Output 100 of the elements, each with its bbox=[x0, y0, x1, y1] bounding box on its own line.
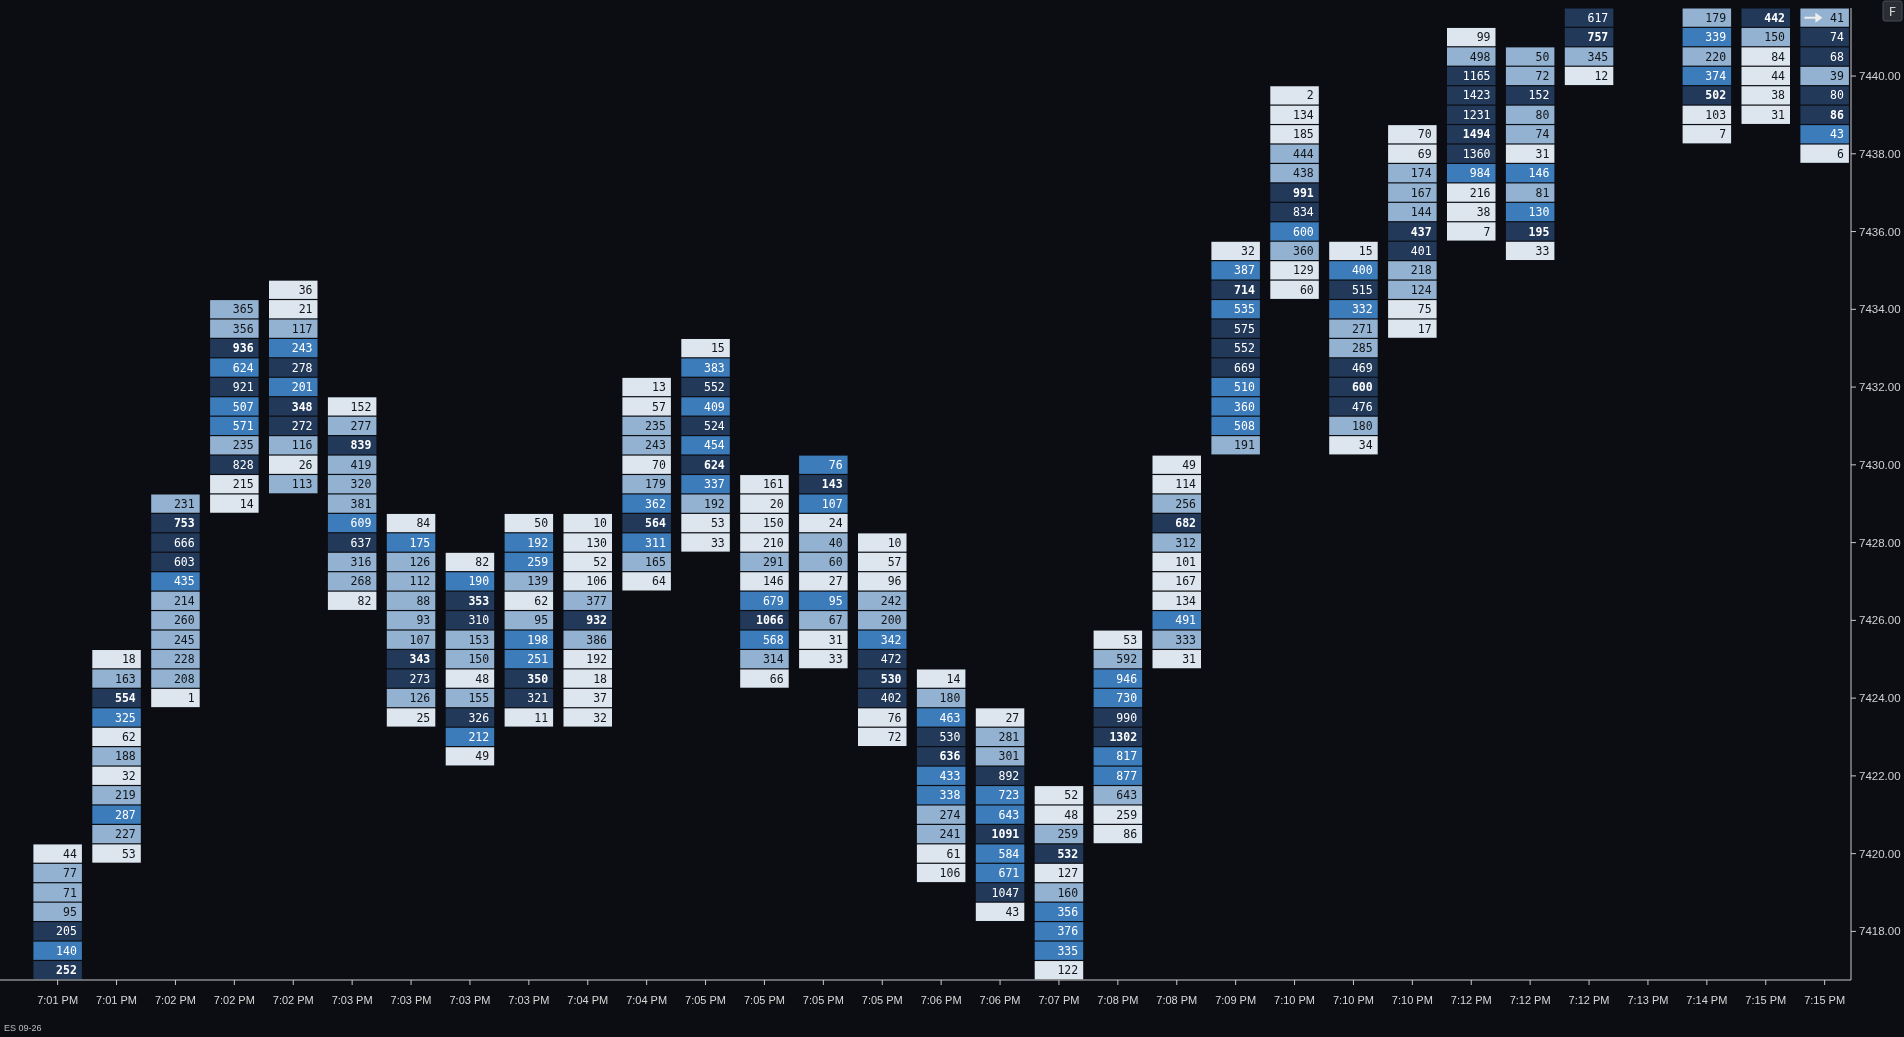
data-label: 62 bbox=[121, 730, 136, 744]
data-label: 57 bbox=[652, 399, 666, 414]
data-label: 24 bbox=[828, 516, 843, 531]
data-label: 117 bbox=[291, 321, 313, 336]
data-label: 231 bbox=[173, 496, 195, 511]
data-label: 62 bbox=[534, 593, 549, 608]
data-label: 600 bbox=[1351, 380, 1373, 395]
data-label: 38 bbox=[1771, 88, 1786, 103]
data-label: 114 bbox=[1175, 477, 1197, 492]
data-label: 251 bbox=[527, 652, 549, 667]
data-label: 72 bbox=[1535, 69, 1550, 84]
data-label: 242 bbox=[880, 593, 902, 608]
data-label: 332 bbox=[1351, 302, 1373, 317]
data-label: 84 bbox=[1771, 49, 1786, 64]
data-label: 126 bbox=[409, 555, 431, 570]
data-label: 174 bbox=[1410, 166, 1432, 181]
data-label: 326 bbox=[468, 710, 490, 725]
data-label: 433 bbox=[939, 768, 961, 783]
data-label: 53 bbox=[710, 516, 725, 531]
data-label: 381 bbox=[350, 496, 372, 511]
data-label: 144 bbox=[1410, 205, 1432, 220]
data-label: 671 bbox=[998, 866, 1020, 881]
data-label: 1360 bbox=[1462, 146, 1491, 161]
data-label: 205 bbox=[56, 924, 77, 939]
data-label: 374 bbox=[1705, 69, 1727, 84]
data-label: 70 bbox=[1417, 127, 1432, 142]
data-label: 134 bbox=[1175, 593, 1197, 608]
data-label: 160 bbox=[1057, 885, 1079, 900]
data-label: 190 bbox=[468, 574, 490, 589]
data-label: 839 bbox=[350, 438, 372, 453]
data-label: 643 bbox=[998, 807, 1020, 822]
data-label: 95 bbox=[534, 613, 549, 628]
x-tick-label: 7:10 PM bbox=[1274, 994, 1316, 1006]
x-tick-label: 7:02 PM bbox=[272, 994, 314, 1006]
y-tick-label: 7428.00 bbox=[1859, 536, 1901, 549]
data-label: 7 bbox=[1719, 127, 1727, 142]
data-label: 1066 bbox=[756, 613, 784, 628]
data-label: 191 bbox=[1234, 438, 1255, 453]
x-tick-label: 7:01 PM bbox=[96, 994, 138, 1006]
data-label: 337 bbox=[704, 477, 725, 492]
data-label: 568 bbox=[762, 632, 784, 647]
data-label: 214 bbox=[173, 593, 195, 608]
data-label: 165 bbox=[645, 555, 666, 570]
data-label: 609 bbox=[350, 516, 372, 531]
data-label: 153 bbox=[468, 632, 490, 647]
data-label: 314 bbox=[762, 652, 784, 667]
x-tick-label: 7:12 PM bbox=[1450, 994, 1492, 1006]
data-label: 82 bbox=[475, 555, 490, 570]
y-tick-label: 7440.00 bbox=[1859, 70, 1901, 83]
data-label: 554 bbox=[115, 691, 136, 706]
data-label: 52 bbox=[593, 555, 607, 570]
data-label: 11 bbox=[534, 710, 549, 725]
data-label: 617 bbox=[1587, 10, 1609, 25]
data-label: 877 bbox=[1116, 768, 1138, 783]
x-tick-label: 7:02 PM bbox=[213, 994, 255, 1006]
data-label: 834 bbox=[1293, 205, 1314, 220]
data-label: 502 bbox=[1705, 88, 1727, 103]
data-label: 67 bbox=[828, 613, 843, 628]
data-label: 20 bbox=[769, 496, 784, 511]
data-label: 15 bbox=[1358, 244, 1373, 258]
data-label: 44 bbox=[63, 846, 77, 861]
data-label: 268 bbox=[350, 574, 372, 589]
data-label: 200 bbox=[880, 613, 902, 628]
data-label: 1302 bbox=[1109, 730, 1138, 744]
data-label: 1047 bbox=[991, 885, 1020, 900]
data-label: 1 bbox=[187, 691, 195, 706]
data-label: 437 bbox=[1410, 224, 1432, 239]
data-label: 1091 bbox=[991, 827, 1020, 842]
data-label: 2 bbox=[1306, 88, 1314, 103]
data-label: 37 bbox=[593, 691, 608, 706]
x-tick-label: 7:08 PM bbox=[1156, 994, 1198, 1006]
data-label: 88 bbox=[416, 593, 431, 608]
data-label: 243 bbox=[291, 341, 313, 356]
data-label: 438 bbox=[1293, 166, 1314, 181]
data-label: 435 bbox=[173, 574, 195, 589]
data-label: 219 bbox=[115, 788, 136, 803]
data-label: 161 bbox=[762, 477, 784, 492]
data-label: 287 bbox=[115, 807, 136, 822]
data-label: 932 bbox=[586, 613, 607, 628]
data-label: 31 bbox=[1535, 146, 1550, 161]
data-label: 946 bbox=[1116, 671, 1138, 686]
data-label: 180 bbox=[939, 691, 961, 706]
data-label: 126 bbox=[409, 691, 431, 706]
data-label: 201 bbox=[291, 380, 313, 395]
data-label: 386 bbox=[586, 632, 608, 647]
data-label: 38 bbox=[1476, 205, 1491, 220]
data-label: 291 bbox=[762, 555, 784, 570]
data-label: 552 bbox=[1234, 341, 1255, 356]
data-label: 57 bbox=[887, 555, 902, 570]
x-tick-label: 7:07 PM bbox=[1038, 994, 1080, 1006]
data-label: 1494 bbox=[1462, 127, 1491, 142]
x-tick-label: 7:03 PM bbox=[449, 994, 491, 1006]
data-label: 235 bbox=[232, 438, 254, 453]
data-label: 53 bbox=[1123, 632, 1138, 647]
data-label: 241 bbox=[939, 827, 961, 842]
data-label: 256 bbox=[1175, 496, 1197, 511]
y-tick-label: 7426.00 bbox=[1859, 614, 1901, 627]
x-tick-label: 7:05 PM bbox=[861, 994, 903, 1006]
data-label: 130 bbox=[586, 535, 608, 550]
data-label: 402 bbox=[880, 691, 902, 706]
